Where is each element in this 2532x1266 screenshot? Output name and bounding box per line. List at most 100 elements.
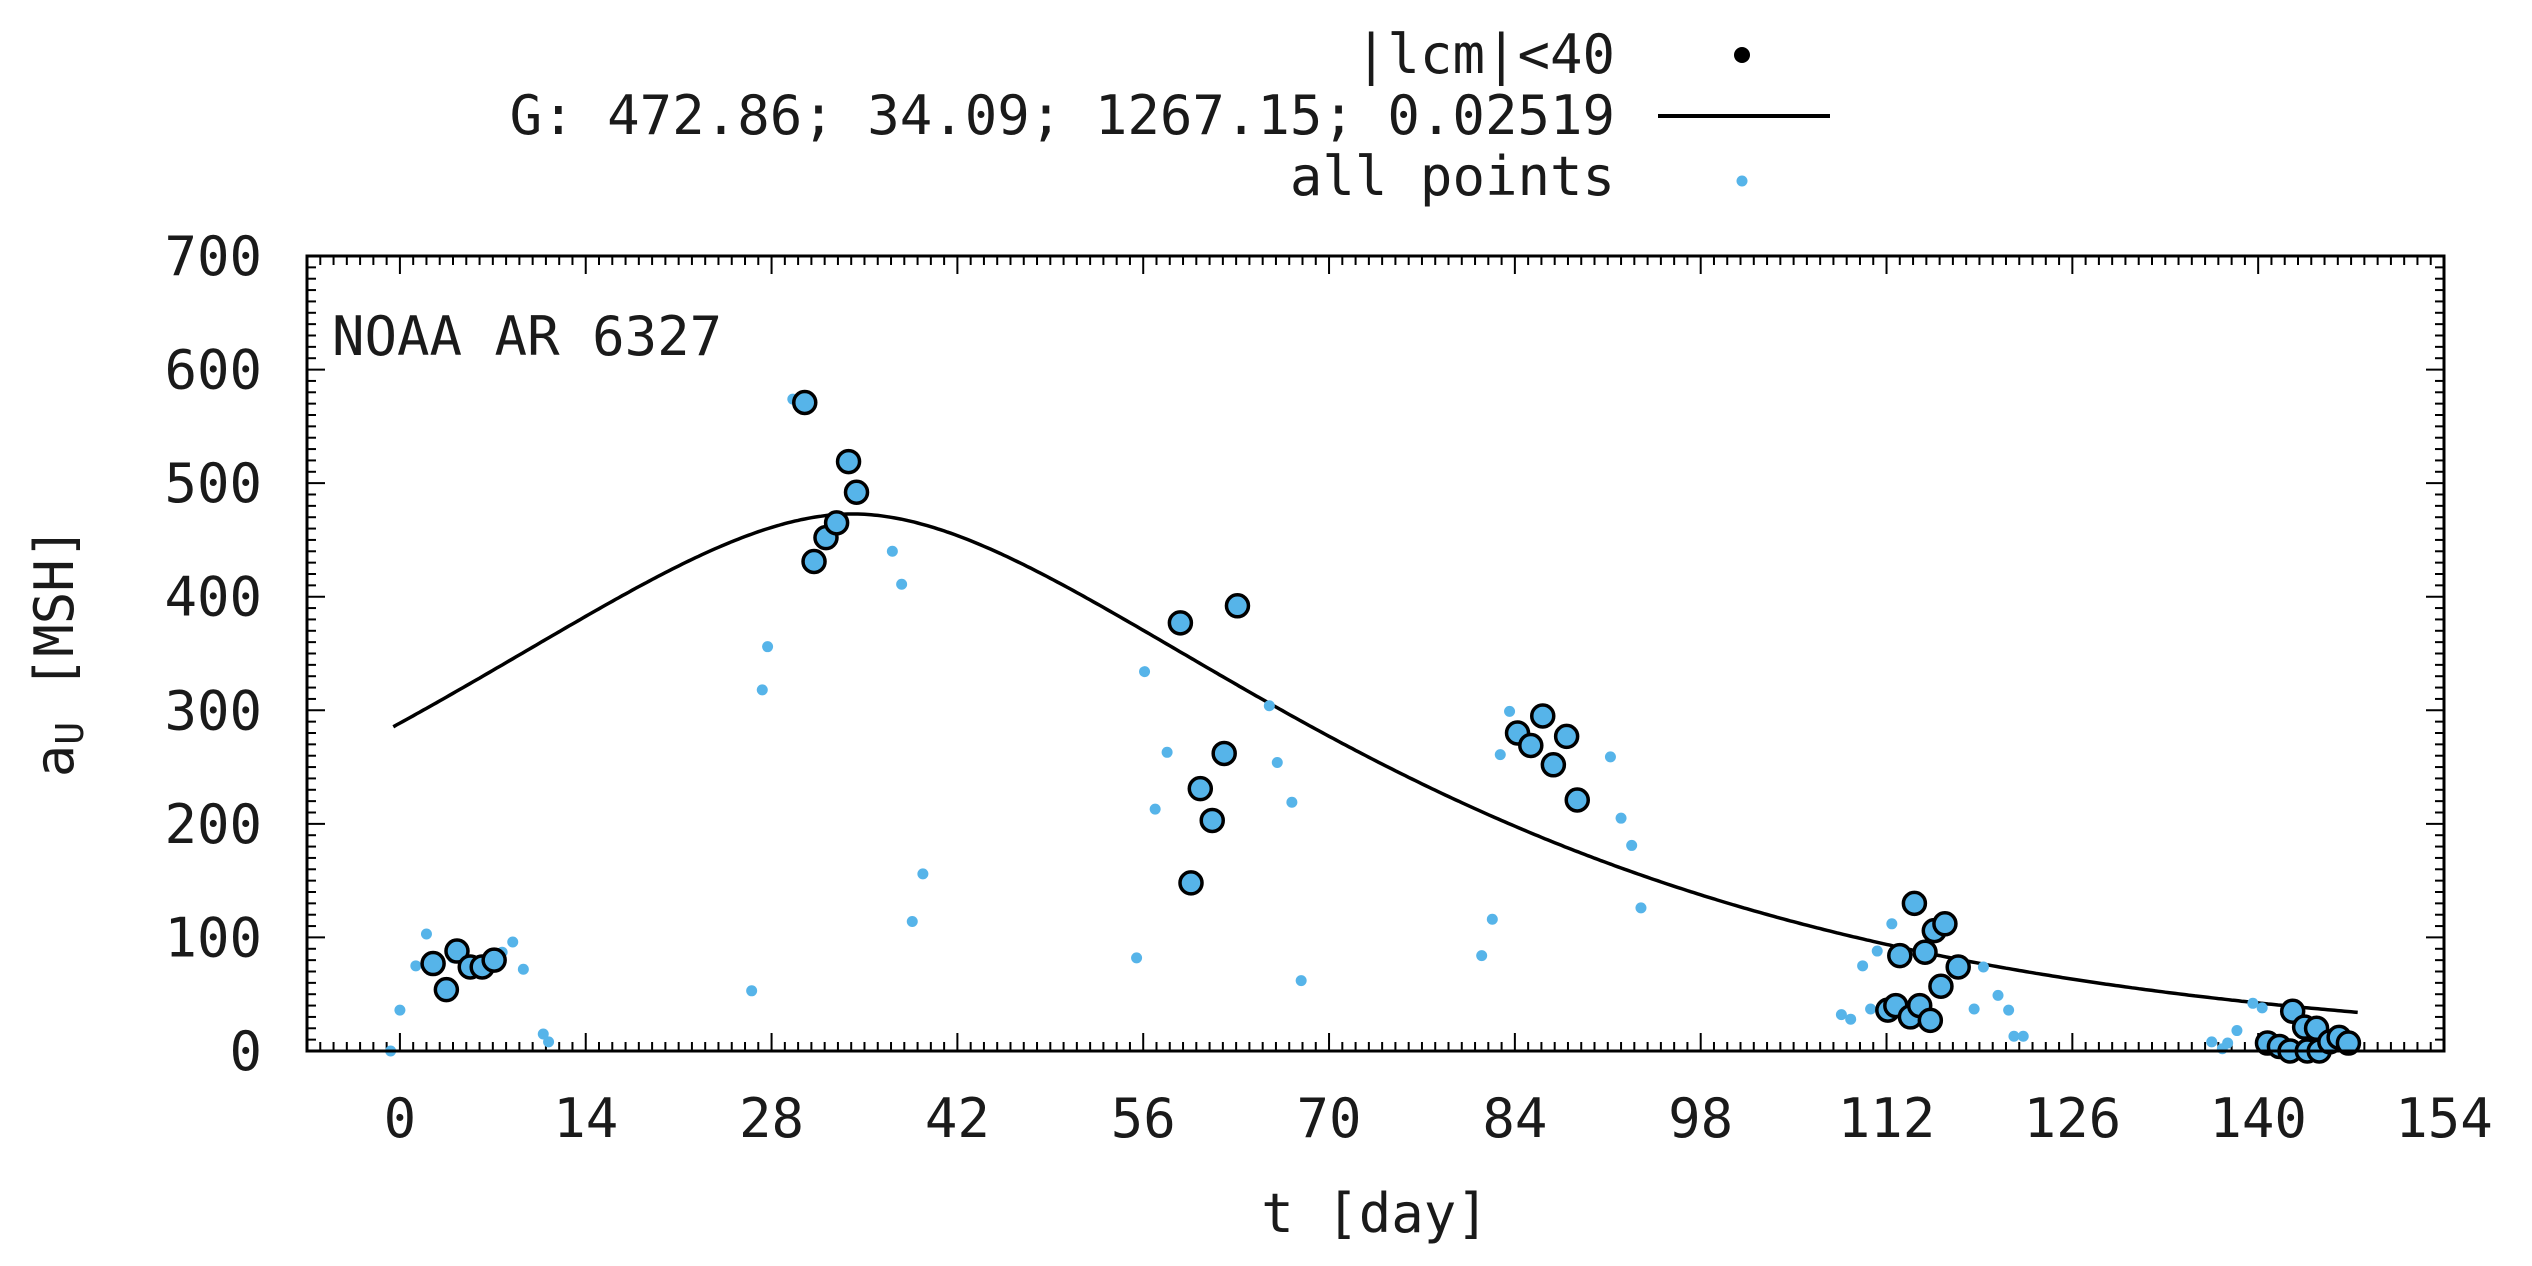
- all-points-marker: [756, 684, 768, 696]
- all-points-marker: [1131, 952, 1143, 964]
- x-tick-label: 112: [1838, 1087, 1936, 1150]
- all-points-marker: [1857, 960, 1869, 972]
- all-points-marker: [917, 868, 929, 880]
- all-points-marker: [517, 963, 529, 975]
- all-points-marker: [1161, 746, 1173, 758]
- lcm-point-marker: [1945, 954, 1971, 980]
- lcm-point-marker: [1199, 807, 1225, 834]
- y-axis-label: aU [MSH]: [23, 527, 92, 777]
- all-points-marker: [2017, 1030, 2029, 1042]
- lcm-point-marker: [1912, 939, 1938, 965]
- all-points-marker: [1486, 913, 1498, 925]
- legend-marker-lcm: [1734, 47, 1750, 63]
- lcm-point-marker: [1167, 610, 1194, 636]
- all-points-marker: [410, 960, 422, 972]
- all-points-marker: [1476, 950, 1488, 962]
- all-points-marker: [1968, 1003, 1980, 1015]
- x-tick-label: 56: [1111, 1087, 1176, 1150]
- lcm-point-marker: [420, 950, 446, 977]
- all-points-marker: [762, 641, 774, 653]
- all-points-marker: [2206, 1036, 2218, 1048]
- y-tick-label: 300: [164, 679, 262, 742]
- all-points-marker: [2008, 1030, 2020, 1042]
- x-tick-label: 98: [1668, 1087, 1733, 1150]
- all-points-marker: [1494, 749, 1506, 761]
- x-tick-label: 70: [1297, 1087, 1362, 1150]
- lcm-point-marker: [1887, 942, 1913, 969]
- all-points-marker: [394, 1004, 406, 1016]
- lcm-point-marker: [2335, 1030, 2362, 1056]
- chart-annotation: NOAA AR 6327: [332, 305, 722, 368]
- all-points-marker: [1977, 961, 1989, 973]
- lcm-point-marker: [1932, 911, 1958, 937]
- y-tick-label: 500: [164, 452, 262, 515]
- lcm-point-marker: [1518, 732, 1544, 759]
- lcm-point-marker: [444, 938, 470, 964]
- x-tick-label: 28: [739, 1087, 804, 1150]
- y-tick-label: 400: [164, 566, 262, 629]
- all-points-marker: [2231, 1025, 2243, 1037]
- lcm-point-marker: [1901, 890, 1928, 917]
- all-points-marker: [1139, 666, 1151, 678]
- fit-curve-line: [392, 512, 2358, 1015]
- lcm-point-marker: [433, 976, 460, 1003]
- x-tick-label: 126: [2024, 1087, 2122, 1150]
- all-points-marker: [1286, 796, 1298, 808]
- all-points-marker: [1263, 700, 1275, 712]
- all-points-marker: [1871, 945, 1883, 957]
- all-points-marker: [2256, 1002, 2268, 1014]
- all-points-marker: [1845, 1013, 1857, 1025]
- y-tick-label: 700: [164, 225, 262, 288]
- all-points-marker: [1835, 1009, 1847, 1021]
- all-points-marker: [2003, 1004, 2015, 1016]
- x-axis-label: t [day]: [1261, 1182, 1489, 1245]
- lcm-point-marker: [823, 510, 850, 536]
- all-points-marker: [896, 578, 908, 590]
- lcm-point-marker: [843, 479, 870, 505]
- x-tick-label: 84: [1482, 1087, 1547, 1150]
- all-points-marker: [1615, 812, 1627, 824]
- legend-label-all: all points: [1290, 145, 1615, 208]
- y-tick-label: 0: [229, 1020, 262, 1083]
- all-points-marker: [2222, 1037, 2234, 1049]
- legend-label-lcm: |lcm|<40: [1355, 23, 1615, 86]
- plot-frame: [305, 254, 2446, 1053]
- y-tick-label: 100: [164, 906, 262, 969]
- all-points-marker: [1886, 918, 1898, 930]
- lcm-point-marker: [1928, 973, 1954, 1000]
- lcm-point-marker: [791, 389, 818, 416]
- all-points-marker: [2247, 997, 2259, 1009]
- legend: |lcm|<40 G: 472.86; 34.09; 1267.15; 0.02…: [510, 23, 1830, 208]
- lcm-point-marker: [1224, 593, 1251, 619]
- all-points-marker: [507, 936, 519, 948]
- lcm-point-marker: [835, 448, 862, 475]
- lcm-point-marker: [1211, 740, 1237, 767]
- lcm-point-marker: [1178, 870, 1204, 896]
- all-points-marker: [1992, 989, 2004, 1001]
- x-tick-label: 14: [553, 1087, 618, 1150]
- lcm-point-marker: [1187, 775, 1214, 802]
- all-points-marker: [1635, 902, 1647, 914]
- all-points-marker: [543, 1036, 555, 1048]
- lcm-point-marker: [1540, 752, 1567, 778]
- lcm-point-marker: [1564, 787, 1591, 813]
- all-points-marker: [1149, 803, 1161, 815]
- all-points-marker: [1295, 975, 1307, 987]
- all-points-marker: [746, 985, 758, 997]
- all-points-marker: [906, 916, 918, 928]
- all-points-marker: [1626, 839, 1638, 851]
- x-tick-label: 0: [384, 1087, 417, 1150]
- lcm-point-marker: [1553, 723, 1580, 750]
- all-points-marker: [420, 928, 432, 940]
- all-points-marker: [537, 1028, 549, 1040]
- x-tick-label: 140: [2209, 1087, 2307, 1150]
- y-tick-label: 600: [164, 339, 262, 402]
- x-tick-label: 42: [925, 1087, 990, 1150]
- all-points-marker: [1504, 705, 1516, 717]
- all-points-marker: [886, 545, 898, 557]
- all-points-marker: [1271, 757, 1283, 769]
- lcm-point-marker: [1529, 703, 1556, 729]
- y-tick-label: 200: [164, 793, 262, 856]
- all-points-marker: [1604, 751, 1616, 763]
